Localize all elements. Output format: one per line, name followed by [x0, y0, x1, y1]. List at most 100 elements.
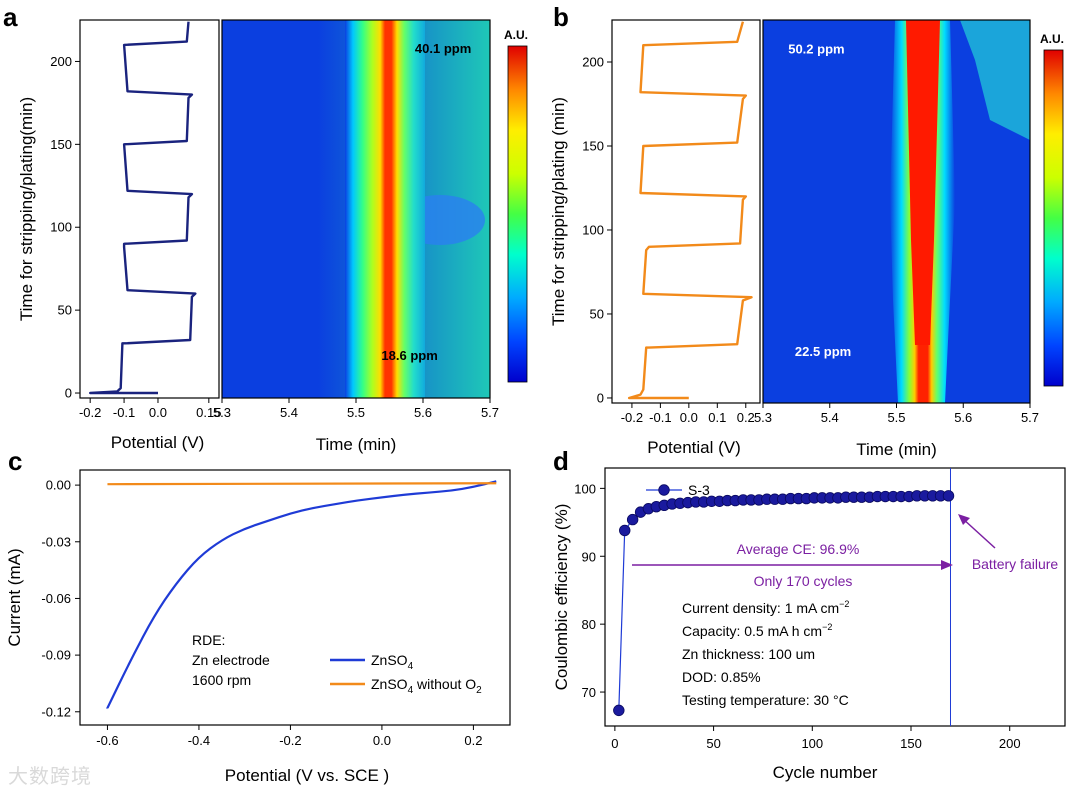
panel-a-heatmap: 5.3 5.4 5.5 5.6 5.7 Time (min) 40.1 ppm 18.6 pp… [213, 19, 499, 454]
panel-b-heatmap-xtick-label: 5.5 [887, 410, 905, 425]
panel-c-letter: c [8, 446, 22, 476]
panel-b-letter: b [553, 2, 569, 32]
panel-b-heatmap-xtick-label: 5.3 [754, 410, 772, 425]
panel-c-rde-annotation: 1600 rpm [192, 672, 251, 688]
panel-d-xtick-label: 0 [611, 736, 618, 751]
panel-d-xtick-label: 100 [801, 736, 823, 751]
panel-d-cycles-arrowhead [941, 560, 953, 570]
panel-c-ylabel: Current (mA) [5, 548, 24, 646]
panel-b-potential-plot: 0 50 100 150 200 -0.2 -0.1 0.0 0.1 0.2 Potential (… [549, 19, 761, 457]
panel-c-legend-label: ZnSO4 without O2 [371, 676, 482, 696]
panel-d-condition: Current density: 1 mA cm−2 [682, 599, 849, 616]
panel-b-potential-frame [611, 19, 761, 404]
panel-b-potential-ytick-label: 150 [582, 138, 604, 153]
panel-c-ytick-label: -0.06 [41, 591, 71, 606]
panel-b-heatmap-concentration-label: 50.2 ppm [788, 42, 844, 57]
panel-d-failure-arrowhead [958, 514, 970, 525]
panel-a-heatmap-xtick-label: 5.7 [481, 405, 499, 420]
panel-b-colorbar: A.U. [1040, 32, 1064, 387]
panel-a-heatmap-xtick-label: 5.3 [213, 405, 231, 420]
panel-b-potential-xtick-label: 0.1 [708, 410, 726, 425]
panel-b-heatmap-haze [960, 20, 1030, 140]
panel-b-heatmap-axis: 5.3 5.4 5.5 5.6 5.7 Time (min) 50.2 ppm 22.5 pp… [754, 42, 1039, 459]
panel-c-xtick-label: -0.2 [279, 733, 301, 748]
panel-a-heatmap-xtick-label: 5.5 [347, 405, 365, 420]
panel-d-average-ce: Average CE: 96.9% [737, 541, 860, 557]
panel-d-legend-label: S-3 [688, 482, 710, 498]
panel-b-colorbar-bar [1043, 49, 1064, 387]
panel-c-ytick-label: -0.03 [41, 534, 71, 549]
panel-b-heatmap-xtick-label: 5.7 [1021, 410, 1039, 425]
panel-c-ytick-label: 0.00 [46, 478, 71, 493]
panel-a-potential-ytick-label: 150 [50, 137, 72, 152]
panel-a-colorbar-bar [507, 45, 528, 383]
panel-a-potential-xtick-label: 0.15 [196, 405, 221, 420]
panel-c-lsv-plot: 0.00 -0.03 -0.06 -0.09 -0.12 -0.6 -0.4 -0.2 0.0 0… [5, 469, 511, 785]
panel-d-ytick-label: 80 [582, 617, 596, 632]
panel-b-potential-voltage-curve [627, 21, 753, 400]
panel-d-xtick-label: 50 [706, 736, 720, 751]
panel-a-potential-xlabel: Potential (V) [111, 433, 205, 452]
panel-a-potential-xtick-label: -0.2 [79, 405, 101, 420]
panel-b-heatmap-core [906, 20, 940, 345]
panel-b-heatmap-concentration-label: 22.5 ppm [795, 344, 851, 359]
panel-b-potential-ytick-label: 100 [582, 222, 604, 237]
panel-d-failure-arrow [961, 517, 996, 549]
panel-d-xtick-label: 150 [900, 736, 922, 751]
panel-a-potential-ytick-label: 200 [50, 54, 72, 69]
panel-d-letter: d [553, 446, 569, 476]
panel-c-xtick-label: 0.2 [464, 733, 482, 748]
panel-d-condition: Zn thickness: 100 um [682, 646, 815, 662]
panel-d-ytick-label: 100 [574, 481, 596, 496]
panel-d-failure-text: Battery failure [972, 556, 1059, 572]
panel-b-potential-ytick-label: 200 [582, 54, 604, 69]
panel-b-heatmap: 5.3 5.4 5.5 5.6 5.7 Time (min) 50.2 ppm 22.5 pp… [754, 19, 1039, 459]
panel-d-ylabel: Coulombic efficiency (%) [552, 504, 571, 691]
panel-a-heatmap-concentration-label: 18.6 ppm [381, 348, 437, 363]
panel-a-heatmap-xtick-label: 5.4 [280, 405, 298, 420]
panel-d-condition: Capacity: 0.5 mA h cm−2 [682, 622, 832, 639]
panel-d-condition: Testing temperature: 30 °C [682, 692, 849, 708]
panel-c-rde-annotation: RDE: [192, 632, 225, 648]
panel-a-potential-ytick-label: 0 [65, 386, 72, 401]
panel-b-potential-xlabel: Potential (V) [647, 438, 741, 457]
panel-b-potential-xtick-label: -0.1 [649, 410, 671, 425]
panel-a-potential-plot: 0 50 100 150 200 -0.2 -0.1 0.0 0.15 Potential (V)… [17, 19, 221, 452]
panel-c-xtick-label: 0.0 [373, 733, 391, 748]
panel-b-potential-xtick-label: -0.2 [621, 410, 643, 425]
panel-d-condition: DOD: 0.85% [682, 669, 761, 685]
panel-a-potential-xtick-label: 0.0 [149, 405, 167, 420]
panel-b-heatmap-xlabel: Time (min) [856, 440, 937, 459]
panel-d-legend-marker [658, 484, 670, 496]
panel-c-legend-label: ZnSO4 [371, 652, 414, 672]
panel-c-ytick-label: -0.09 [41, 648, 71, 663]
panel-d-frame [604, 467, 1066, 727]
panel-a-heatmap-xtick-label: 5.6 [414, 405, 432, 420]
watermark: 大数跨境 [8, 764, 92, 788]
panel-d-ytick-label: 90 [582, 549, 596, 564]
panel-d-data-point [619, 524, 631, 537]
panel-c-xtick-label: -0.6 [96, 733, 118, 748]
panel-a-potential-frame [79, 19, 220, 399]
panel-a-potential-ylabel: Time for stripping/plating(min) [17, 97, 36, 321]
panel-d-data-point [626, 513, 639, 526]
panel-a-colorbar-title: A.U. [504, 28, 528, 42]
panel-b-potential-xtick-label: 0.0 [680, 410, 698, 425]
panel-b-heatmap-xtick-label: 5.6 [954, 410, 972, 425]
panel-a-heatmap-concentration-label: 40.1 ppm [415, 41, 471, 56]
panel-b-potential-ytick-label: 0 [597, 390, 604, 405]
panel-a-potential-ytick-label: 50 [58, 303, 72, 318]
panel-d-data-point [942, 490, 955, 502]
panel-d-cycles-text: Only 170 cycles [754, 573, 853, 589]
panel-a-potential-ytick-label: 100 [50, 220, 72, 235]
panel-d-xtick-label: 200 [999, 736, 1021, 751]
panel-d-data-point [613, 704, 625, 717]
panel-c-xtick-label: -0.4 [188, 733, 210, 748]
panel-c-series-znso4 [106, 480, 497, 710]
panel-c-xlabel: Potential (V vs. SCE ) [225, 766, 389, 785]
panel-a-heatmap-axis: 5.3 5.4 5.5 5.6 5.7 Time (min) 40.1 ppm 18.6 pp… [213, 41, 499, 454]
panel-a-heatmap-xlabel: Time (min) [316, 435, 397, 454]
panel-a-heatmap-peak [345, 20, 425, 398]
panel-b-colorbar-title: A.U. [1040, 32, 1064, 46]
